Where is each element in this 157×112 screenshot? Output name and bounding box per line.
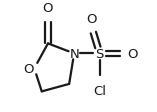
Text: O: O: [43, 2, 53, 15]
Text: O: O: [86, 13, 97, 26]
Text: Cl: Cl: [93, 84, 106, 97]
Text: N: N: [69, 47, 79, 60]
Text: S: S: [95, 47, 104, 60]
Text: O: O: [127, 47, 138, 60]
Text: O: O: [23, 62, 33, 75]
